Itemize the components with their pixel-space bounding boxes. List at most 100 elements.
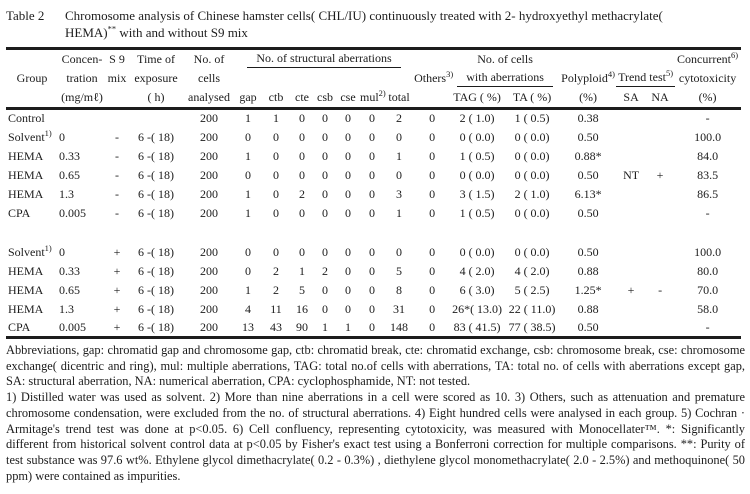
col-header-polyploid-spacer xyxy=(560,49,616,69)
cell-cse: 0 xyxy=(345,205,351,220)
cell-cells: 200 xyxy=(200,167,218,182)
cell-total: 3 xyxy=(396,186,403,201)
cell-sa xyxy=(616,262,646,281)
cell-others: 0 xyxy=(429,148,436,163)
cell-csb: 2 xyxy=(322,263,328,278)
cell-time: 6 -( 18) xyxy=(138,186,174,201)
col-header-mul: mul2) xyxy=(360,88,386,105)
cell-time: 6 -( 18) xyxy=(138,282,174,297)
col-header-time-1: Time of xyxy=(137,51,175,66)
table-row: HEMA 1.3-6 -( 18) 200 1 0 2 0 0 0 3 0 3 ( 1.5) 2 ( 1… xyxy=(6,185,741,204)
table-row: HEMA 0.65 - 6 -( 18) 200 0 0 0 0 0 0 0 0 0 ( 0.0) 0 ( … xyxy=(6,166,741,185)
cell-time: 6 -( 18) xyxy=(138,301,174,316)
cell-time: 6 -( 18) xyxy=(138,129,174,144)
col-header-trend-test: Trend test5) xyxy=(616,69,676,89)
cell-ctb: 2 xyxy=(273,282,279,297)
footnote-notes: 1) Distilled water was used as solvent. … xyxy=(6,390,745,483)
caption-text-rest: with and without S9 mix xyxy=(116,25,248,40)
table-row: HEMA 0.65 +6 -( 18) 200 1 2 5 0 0 0 8 0 6 ( 3.0) 5 ( … xyxy=(6,281,741,300)
cell-time: 6 -( 18) xyxy=(138,205,174,220)
cell-cte: 0 xyxy=(299,167,305,182)
cell-mul: 0 xyxy=(369,129,375,144)
group-label: HEMA xyxy=(8,301,44,316)
col-header-cytotoxicity-unit: (%) xyxy=(698,90,717,105)
col-header-time-unit: ( h) xyxy=(147,90,165,105)
table-row: HEMA 0.33 +6 -( 18) 200 0 2 1 2 0 0 5 0 4 ( 2.0) 4 ( … xyxy=(6,262,741,281)
cell-conc xyxy=(58,109,106,128)
cell-na xyxy=(646,128,674,147)
cell-tag: 1 ( 0.5) xyxy=(459,148,495,163)
cell-s9: - xyxy=(115,129,119,144)
cell-cells: 200 xyxy=(200,129,218,144)
cell-cells: 200 xyxy=(200,111,218,126)
cell-csb: 0 xyxy=(322,301,328,316)
group-label: Control xyxy=(8,111,45,126)
cell-total: 0 xyxy=(396,244,403,259)
cell-s9: - xyxy=(115,186,119,201)
cell-time: 6 -( 18) xyxy=(138,263,174,278)
cell-tag: 2 ( 1.0) xyxy=(459,111,495,126)
col-header-total: total xyxy=(388,90,410,105)
cell-total: 8 xyxy=(396,282,403,297)
cell-group: HEMA xyxy=(6,281,58,300)
cell-tag: 1 ( 0.5) xyxy=(459,205,495,220)
cell-cyto: 84.0 xyxy=(697,148,719,163)
cell-s9: - xyxy=(115,205,119,220)
cell-csb: 0 xyxy=(322,282,328,297)
cell-ctb: 0 xyxy=(273,186,279,201)
table-caption-text: Chromosome analysis of Chinese hamster c… xyxy=(65,7,690,41)
cell-cyto: - xyxy=(705,111,710,126)
cell-ta: 5 ( 2.5) xyxy=(514,282,550,297)
col-header-ctb: ctb xyxy=(268,90,284,105)
cell-cte: 2 xyxy=(299,186,305,201)
cell-sa xyxy=(616,147,646,166)
cell-cse: 0 xyxy=(345,301,351,316)
cell-ta: 1 ( 0.5) xyxy=(514,111,550,126)
cell-mul: 0 xyxy=(369,111,375,126)
cell-cte: 5 xyxy=(299,282,305,297)
col-header-sa: SA xyxy=(623,90,639,105)
cell-cse: 0 xyxy=(345,282,351,297)
cell-tag: 3 ( 1.5) xyxy=(459,186,495,201)
cell-na xyxy=(646,185,674,204)
group-label: HEMA xyxy=(8,263,44,278)
cell-cse: 0 xyxy=(345,186,351,201)
col-header-cells-with-aberrations-2: with aberrations xyxy=(450,69,560,89)
concurrent-footnote-marker: 6) xyxy=(731,49,739,60)
cell-conc: 0.005 xyxy=(59,319,86,334)
cell-cyto: 100.0 xyxy=(694,129,722,144)
table-row: Solvent1) 0 +6 -( 18) 200 0 0 0 0 0 0 0 0 0 ( 0.0) 0 … xyxy=(6,243,741,262)
cell-mul: 0 xyxy=(369,244,375,259)
group-label: Solvent xyxy=(8,129,45,144)
table-row: HEMA 1.3 +6 -( 18) 200 4 11 16 0 0 0 31 0 26*( 13.0)… xyxy=(6,300,741,319)
cell-sa xyxy=(616,204,646,223)
cell-na xyxy=(646,243,674,262)
cell-group: HEMA xyxy=(6,166,58,185)
cell-time: 6 -( 18) xyxy=(138,319,174,334)
col-header-concentration-2: tration xyxy=(66,71,98,85)
group-label: HEMA xyxy=(8,186,44,201)
cell-poly: 0.50 xyxy=(577,244,599,259)
col-header-others: Others3) xyxy=(414,69,454,85)
cell-group: CPA xyxy=(6,204,58,223)
cell-na xyxy=(646,147,674,166)
cell-sa xyxy=(616,243,646,262)
cell-cells: 200 xyxy=(200,301,218,316)
cell-gap: 0 xyxy=(245,244,251,259)
group-label: Solvent xyxy=(8,244,45,259)
cell-group: CPA xyxy=(6,319,58,338)
cell-others: 0 xyxy=(429,263,436,278)
cell-others: 0 xyxy=(429,244,436,259)
cell-cells: 200 xyxy=(200,319,218,334)
cell-cyto: 58.0 xyxy=(697,301,719,316)
cell-csb: 1 xyxy=(322,319,328,334)
cell-s9: - xyxy=(115,148,119,163)
cell-cells: 200 xyxy=(200,148,218,163)
cell-ta: 22 ( 11.0) xyxy=(508,301,556,316)
cell-csb: 0 xyxy=(322,186,328,201)
cell-cells: 200 xyxy=(200,244,218,259)
cell-ctb: 0 xyxy=(273,129,279,144)
header-row-3: (mg/mℓ) ( h) analysed gap ctb cte csb cs… xyxy=(6,89,741,109)
cell-s9 xyxy=(106,109,128,128)
